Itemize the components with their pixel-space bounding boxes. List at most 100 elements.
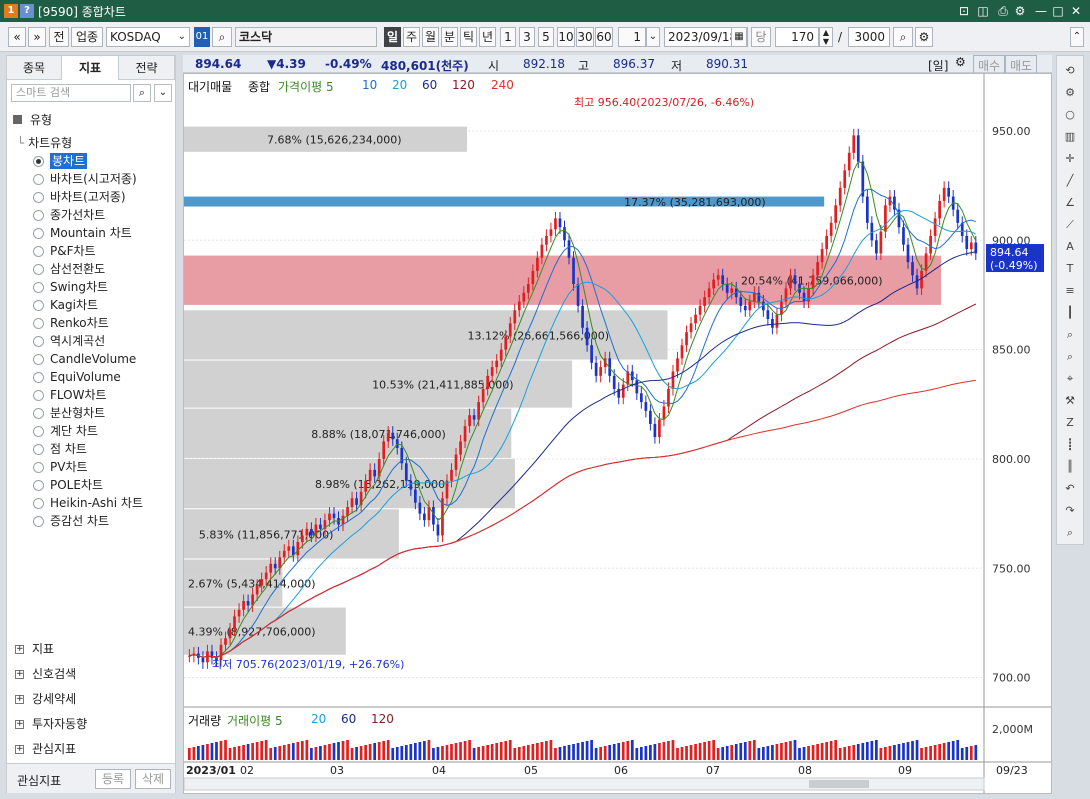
radio-icon[interactable] bbox=[33, 444, 44, 455]
zoom-icon[interactable]: ⌕ bbox=[1066, 328, 1074, 341]
period-button-0[interactable]: 일 bbox=[384, 27, 401, 47]
radio-icon[interactable] bbox=[33, 336, 44, 347]
chart-type-item[interactable]: 분산형차트 bbox=[50, 406, 106, 420]
legend-item[interactable]: 60 bbox=[422, 78, 438, 92]
tab-stock[interactable]: 종목 bbox=[7, 56, 62, 80]
chart-type-item[interactable]: Swing차트 bbox=[50, 280, 109, 294]
chart-type-item[interactable]: 점 차트 bbox=[50, 442, 87, 456]
tab-strategy[interactable]: 전략 bbox=[119, 56, 175, 80]
count-stepper[interactable]: ▲ ▼ bbox=[819, 27, 833, 47]
zoom-in-icon[interactable]: ⌕ bbox=[893, 27, 913, 47]
period-button-2[interactable]: 월 bbox=[422, 27, 439, 47]
radio-icon[interactable] bbox=[33, 498, 44, 509]
symbol-name-field[interactable]: 코스닥 bbox=[235, 27, 377, 47]
radio-icon[interactable] bbox=[33, 282, 44, 293]
chart-type-item[interactable]: 삼선전환도 bbox=[50, 262, 106, 276]
radio-icon[interactable] bbox=[33, 462, 44, 473]
interval-dropdown-icon[interactable]: ⌄ bbox=[646, 27, 660, 47]
chart-type-item[interactable]: 증감선 차트 bbox=[50, 514, 110, 528]
ruler-icon[interactable]: ⚒ bbox=[1065, 394, 1075, 407]
fib-icon[interactable]: ≡ bbox=[1065, 284, 1075, 297]
quote-settings-icon[interactable]: ⚙ bbox=[955, 55, 966, 69]
magnifier-icon[interactable]: ⌕ bbox=[1066, 526, 1074, 539]
chart-type-item[interactable]: POLE차트 bbox=[50, 478, 104, 492]
zoom-out-icon[interactable]: ⌕ bbox=[1066, 350, 1074, 363]
interval-input[interactable]: 1 bbox=[618, 27, 646, 47]
legend-item[interactable]: 120 bbox=[371, 712, 394, 726]
toolbar-settings-icon[interactable]: ⚙ bbox=[915, 27, 933, 47]
period-button-5[interactable]: 년 bbox=[479, 27, 496, 47]
interval-preset-3[interactable]: 10 bbox=[557, 27, 575, 47]
date-field[interactable]: 2023/09/18 bbox=[664, 27, 748, 47]
chart-type-item[interactable]: Mountain 차트 bbox=[50, 226, 132, 240]
chart-type-item[interactable]: Renko차트 bbox=[50, 316, 109, 330]
radio-icon[interactable] bbox=[33, 174, 44, 185]
period-button-3[interactable]: 분 bbox=[441, 27, 458, 47]
subgroup-chart-type[interactable]: └ 차트유형 bbox=[17, 134, 72, 151]
legend-item[interactable]: 20 bbox=[392, 78, 408, 92]
radio-icon[interactable] bbox=[33, 426, 44, 437]
radio-icon[interactable] bbox=[33, 516, 44, 527]
radio-icon[interactable] bbox=[33, 354, 44, 365]
chart-type-item[interactable]: PV차트 bbox=[50, 460, 88, 474]
market-select[interactable]: KOSDAQ ⌄ bbox=[106, 27, 190, 47]
expand-icon[interactable]: ⌄ bbox=[154, 84, 172, 102]
close-button[interactable]: ✕ bbox=[1070, 4, 1082, 18]
chart-area[interactable]: 대기매물 종합 가격이평 5 10 20 60 120 240 950.00 900.00 850… bbox=[183, 73, 1052, 794]
register-button[interactable]: 등록 bbox=[95, 769, 131, 789]
legend-item[interactable]: 10 bbox=[362, 78, 378, 92]
count-field[interactable]: 170 bbox=[775, 27, 819, 47]
link-icon[interactable]: ⊡ bbox=[958, 4, 970, 18]
chart-type-item[interactable]: EquiVolume bbox=[50, 370, 121, 384]
angle-tool-icon[interactable]: ∠ bbox=[1065, 196, 1075, 209]
zoom-reset-icon[interactable]: ⌖ bbox=[1066, 372, 1074, 385]
chart-type-item[interactable]: 바차트(고저종) bbox=[50, 190, 126, 204]
chart-type-item[interactable]: CandleVolume bbox=[50, 352, 137, 366]
minimize-button[interactable]: — bbox=[1035, 4, 1047, 18]
radio-icon[interactable] bbox=[33, 264, 44, 275]
chart-type-item[interactable]: P&F차트 bbox=[50, 244, 96, 258]
text-tool-icon[interactable]: T bbox=[1066, 262, 1074, 275]
undo-icon[interactable]: ↶ bbox=[1065, 482, 1075, 495]
chart-type-item[interactable]: 역시계곡선 bbox=[50, 334, 106, 348]
grid-icon[interactable]: ┋ bbox=[1066, 438, 1074, 451]
chart-type-item[interactable]: 바차트(시고저종) bbox=[50, 172, 137, 186]
period-tag[interactable]: [일] bbox=[928, 59, 949, 73]
radio-icon[interactable] bbox=[33, 480, 44, 491]
dang-button[interactable]: 당 bbox=[751, 27, 771, 47]
search-icon[interactable]: ⌕ bbox=[133, 84, 151, 102]
help-icon[interactable]: ? bbox=[20, 4, 34, 18]
interval-preset-4[interactable]: 30 bbox=[576, 27, 594, 47]
legend-item[interactable]: 거래이평 5 bbox=[227, 714, 283, 728]
legend-item[interactable]: 240 bbox=[491, 78, 514, 92]
legend-item[interactable]: 거래량 bbox=[188, 714, 222, 728]
period-button-4[interactable]: 틱 bbox=[460, 27, 477, 47]
settings-icon[interactable]: ⚙ bbox=[1065, 86, 1075, 99]
search-icon[interactable]: ⌕ bbox=[212, 27, 232, 47]
radio-icon[interactable] bbox=[33, 372, 44, 383]
parallel-icon[interactable]: ║ bbox=[1066, 460, 1074, 473]
bar-chart-icon[interactable]: ▥ bbox=[1064, 130, 1076, 143]
radio-icon[interactable] bbox=[33, 408, 44, 419]
interval-preset-0[interactable]: 1 bbox=[500, 27, 516, 47]
maximize-button[interactable]: □ bbox=[1052, 4, 1064, 18]
calendar-icon[interactable]: ▦ bbox=[731, 27, 747, 47]
chart-type-item[interactable]: FLOW차트 bbox=[50, 388, 107, 402]
capture-icon[interactable]: ◫ bbox=[977, 4, 989, 18]
trend-line-icon[interactable]: ⟋ bbox=[1066, 218, 1074, 231]
delete-button[interactable]: 삭제 bbox=[135, 769, 171, 789]
chart-type-item[interactable]: 봉차트 bbox=[50, 153, 88, 169]
legend-item[interactable]: 대기매물 bbox=[188, 80, 233, 94]
radio-icon[interactable] bbox=[33, 318, 44, 329]
code-badge[interactable]: 01 bbox=[194, 27, 210, 47]
interval-preset-1[interactable]: 3 bbox=[519, 27, 535, 47]
chevron-up-icon[interactable]: ⌃ bbox=[1070, 27, 1084, 47]
chart-type-item[interactable]: Kagi차트 bbox=[50, 298, 99, 312]
legend-item[interactable]: 60 bbox=[341, 712, 357, 726]
legend-item[interactable]: 가격이평 5 bbox=[278, 80, 334, 94]
candlestick-chart[interactable]: 950.00900.00850.00800.00750.00700.007.68… bbox=[184, 74, 1051, 793]
print-icon[interactable]: ⎙ bbox=[998, 4, 1008, 18]
radio-icon[interactable] bbox=[33, 246, 44, 257]
legend-item[interactable]: 종합 bbox=[248, 80, 271, 94]
line-tool-icon[interactable]: ╱ bbox=[1066, 174, 1074, 187]
